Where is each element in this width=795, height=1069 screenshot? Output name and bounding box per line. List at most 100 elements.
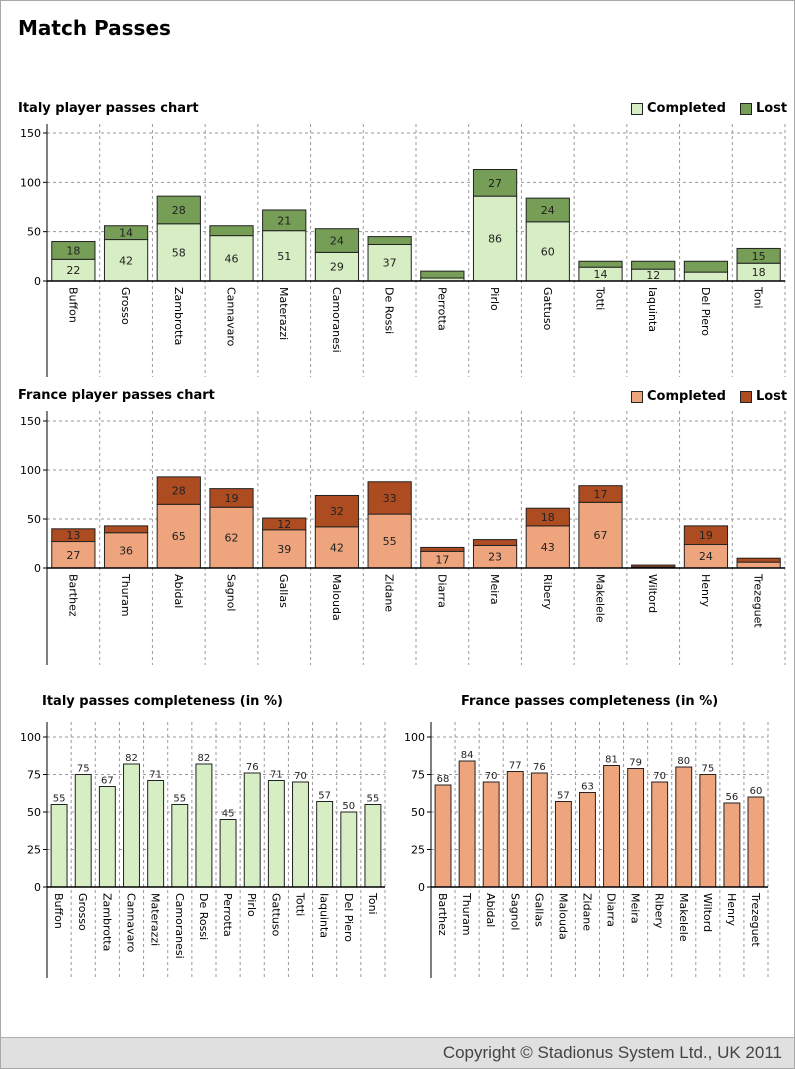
data-label: 46 [225, 252, 239, 265]
y-tick-label: 75 [27, 769, 41, 782]
copyright-text: Copyright © Stadionus System Ltd., UK 20… [442, 1043, 782, 1062]
x-tick-label: Materazzi [277, 287, 290, 340]
data-label: 24 [541, 204, 555, 217]
bar-segment-lost [578, 260, 623, 268]
data-label: 65 [172, 530, 186, 543]
data-label: 17 [594, 488, 608, 501]
bar-segment-lost [314, 228, 360, 253]
x-tick-label: Thuram [119, 573, 132, 617]
x-tick-label: Pirlo [245, 893, 258, 917]
x-tick-label: Grosso [119, 287, 132, 325]
x-tick-label: Malouda [330, 574, 343, 621]
bar-segment-completed [209, 506, 254, 569]
x-tick-label: Cannavaro [125, 893, 138, 953]
x-tick-label: Gattuso [269, 893, 282, 937]
bar-segment-lost [420, 546, 465, 552]
x-tick-label: Totti [294, 892, 307, 916]
data-label: 18 [752, 266, 766, 279]
data-label: 81 [605, 755, 618, 766]
x-tick-label: Barthez [66, 574, 79, 617]
x-tick-label: Sagnol [225, 574, 238, 611]
y-tick-label: 50 [27, 806, 41, 819]
x-tick-label: Sagnol [508, 893, 521, 930]
bar-segment-lost [420, 270, 465, 279]
data-label: 37 [383, 257, 397, 270]
bar-segment-lost [472, 169, 518, 197]
x-tick-label: Henry [699, 574, 712, 608]
bar-segment-completed [103, 532, 149, 569]
bar [458, 760, 476, 888]
legend-lost-swatch [739, 102, 752, 115]
y-tick-label: 100 [404, 731, 425, 744]
data-label: 13 [66, 529, 80, 542]
x-tick-label: De Rossi [197, 893, 210, 940]
x-tick-label: Toni [366, 892, 379, 915]
x-tick-label: Zambrotta [100, 893, 113, 951]
bar-segment-lost [156, 476, 201, 505]
x-tick-label: Abidal [484, 893, 497, 927]
x-tick-label: Diarra [435, 574, 448, 608]
x-tick-label: Del Piero [342, 893, 355, 942]
data-label: 55 [53, 794, 66, 805]
bar-segment-lost [525, 197, 570, 223]
x-tick-label: Ribery [541, 574, 554, 610]
y-tick-label: 75 [411, 769, 425, 782]
x-tick-label: Meira [629, 893, 642, 924]
bar [434, 784, 452, 888]
bar-segment-lost [367, 236, 412, 245]
data-label: 42 [330, 541, 344, 554]
italy-passes-chart: 0 50 100 150 22 18 Buffon 42 14 Grosso 58 28 Zambrot… [20, 124, 786, 377]
data-label: 56 [726, 792, 739, 803]
x-tick-label: Makelele [677, 893, 690, 942]
page-title: Match Passes [18, 16, 171, 40]
legend-completed-swatch [631, 390, 643, 403]
bar-segment-lost [367, 481, 412, 515]
bar-segment-lost [314, 494, 360, 528]
data-label: 60 [541, 245, 555, 258]
data-label: 86 [488, 233, 502, 246]
bar-segment-lost [262, 209, 307, 232]
bar-segment-completed [472, 195, 518, 282]
x-tick-label: Gallas [532, 893, 545, 927]
bar-segment-lost [631, 260, 676, 270]
data-label: 62 [225, 532, 239, 545]
bar [627, 768, 645, 888]
x-tick-label: Pirlo [488, 287, 501, 311]
data-label: 75 [701, 764, 714, 775]
data-label: 55 [367, 794, 380, 805]
bar-segment-lost [736, 557, 781, 563]
x-tick-label: Barthez [436, 893, 449, 936]
legend-lost-label: Lost [755, 101, 788, 116]
bar-segment-completed [367, 513, 412, 569]
x-tick-label: Camoranesi [330, 287, 343, 353]
footer-bar: Copyright © Stadionus System Ltd., UK 20… [1, 1037, 794, 1068]
data-label: 12 [277, 518, 291, 531]
legend-completed-swatch [631, 102, 643, 115]
y-tick-label: 0 [34, 881, 41, 894]
bar [579, 792, 596, 888]
data-label: 63 [581, 782, 594, 793]
x-tick-label: Materazzi [149, 893, 162, 946]
x-tick-label: Zidane [580, 893, 593, 931]
data-label: 39 [277, 543, 291, 556]
data-label: 70 [653, 771, 666, 782]
data-label: 18 [66, 244, 80, 257]
bar-segment-lost [525, 507, 570, 527]
x-tick-label: Diarra [605, 893, 618, 927]
x-tick-label: Toni [752, 286, 765, 309]
france-passes-title: France player passes chart [18, 388, 215, 403]
data-label: 14 [594, 268, 608, 281]
legend-completed-label: Completed [647, 101, 726, 116]
data-label: 43 [541, 541, 555, 554]
x-tick-label: Del Piero [699, 287, 712, 336]
bar [699, 774, 717, 888]
bar [747, 796, 765, 888]
data-label: 24 [330, 235, 344, 248]
data-label: 28 [172, 204, 186, 217]
data-label: 18 [541, 511, 555, 524]
bar-segment-lost [472, 539, 518, 546]
bar [675, 766, 693, 888]
x-tick-label: Trezeguet [749, 892, 762, 947]
data-label: 79 [629, 758, 642, 769]
data-label: 21 [277, 214, 291, 227]
